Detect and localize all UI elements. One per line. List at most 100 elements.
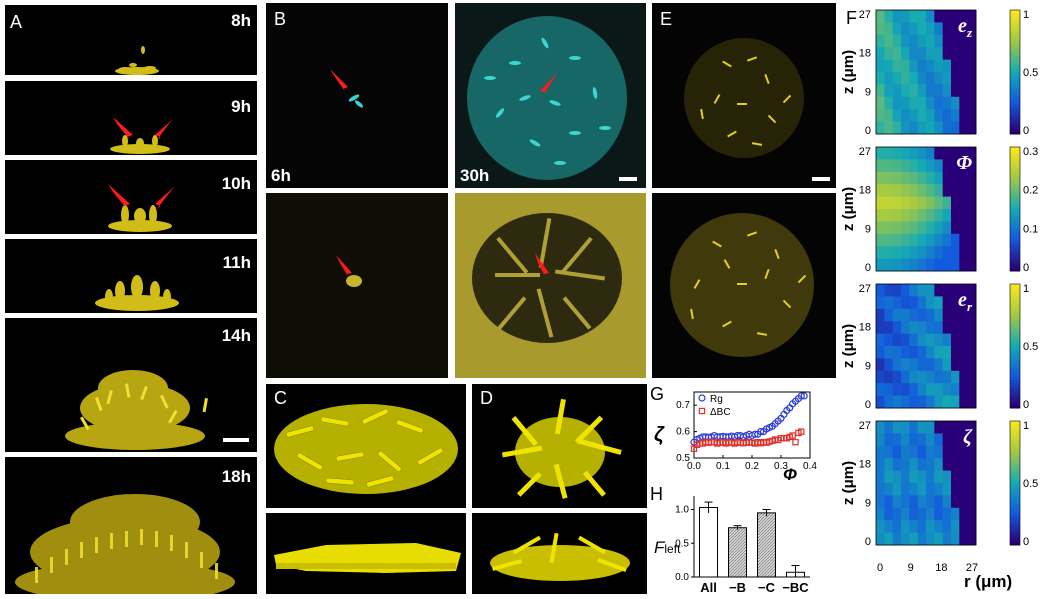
colorbar-tick: 0.3 [1023, 146, 1038, 158]
colorbar-segment [1010, 308, 1020, 313]
heatmap-cell [959, 109, 969, 122]
colorbar-segment [1010, 532, 1020, 537]
colorbar-segment [1010, 287, 1020, 291]
heatmap-cell [951, 333, 960, 347]
heatmap-cell [934, 147, 944, 160]
colorbar-segment [1010, 112, 1020, 116]
heatmap-cell [934, 470, 944, 484]
heatmap-cell [934, 458, 944, 471]
heatmap-cell [959, 470, 969, 484]
heatmap-cell [884, 109, 894, 122]
heatmap-cell [942, 370, 952, 384]
panel-g: G 0.5 0.6 0.7 0.0 0.1 0.2 0.3 0.4 Rg ΔBC ζ Φ [650, 382, 840, 494]
heatmap-cell [892, 47, 902, 60]
colorbar-segment [1010, 305, 1020, 310]
heatmap-cell [934, 47, 944, 60]
heatmap-cell [901, 221, 910, 235]
heatmap-cell [909, 84, 919, 98]
colorbar-tick: 0.5 [1023, 67, 1038, 79]
colorbar-segment [1010, 495, 1020, 499]
heatmap-cell [951, 246, 960, 259]
colorbar-segment [1010, 22, 1020, 26]
colorbar-segment [1010, 517, 1020, 521]
heatmap-cell [917, 433, 927, 447]
heatmap-cell [934, 284, 944, 297]
heatmap-cell [884, 196, 894, 210]
heatmap-cell [951, 370, 960, 384]
heatmap-cell [942, 121, 952, 135]
heatmap-cell [884, 445, 894, 459]
heatmap-cell [892, 121, 902, 135]
h-category-label: −BC [782, 580, 809, 595]
panel-a-time-2: 9h [231, 97, 251, 116]
heatmap-cell [909, 59, 919, 73]
colorbar-segment [1010, 199, 1020, 204]
heatmap-cell [959, 346, 969, 359]
heatmap-cell [959, 421, 969, 434]
heatmap-cell [917, 445, 927, 459]
heatmap-cell [959, 458, 969, 471]
colorbar-segment [1010, 44, 1020, 48]
heatmap-cell [967, 109, 977, 122]
heatmap-cell [917, 258, 927, 272]
panel-f-xlabel: r (μm) [964, 572, 1013, 591]
colorbar-segment [1010, 486, 1020, 490]
heatmap-cell [901, 358, 910, 372]
colorbar-segment [1010, 106, 1020, 110]
heatmap-cell [951, 84, 960, 98]
heatmap-cell [892, 358, 902, 372]
colorbar-tick: 0 [1023, 399, 1029, 411]
panel-h-ylabel: Fleft [654, 538, 681, 557]
heatmap-cell [892, 445, 902, 459]
heatmap-cell [951, 22, 960, 36]
heatmap-cell [876, 383, 885, 396]
heatmap-cell [951, 121, 960, 135]
colorbar-segment [1010, 230, 1020, 235]
heatmap-cell [926, 84, 935, 98]
heatmap-cell [951, 109, 960, 122]
colorbar-segment [1010, 526, 1020, 530]
heatmap-cell [934, 321, 944, 334]
heatmap-cell [892, 284, 902, 297]
heatmap-cell [934, 296, 944, 310]
heatmap-3 [876, 421, 977, 546]
heatmap-cell [892, 308, 902, 322]
heatmap-cell [942, 159, 952, 173]
heatmap-cell [942, 495, 952, 509]
heatmap-cell [909, 296, 919, 310]
heatmap-cell [959, 284, 969, 297]
heatmap-cell [876, 84, 885, 98]
heatmap-cell [951, 196, 960, 210]
heatmap-cell [967, 34, 977, 48]
panel-a-time-3: 10h [221, 174, 251, 193]
heatmap-cell [892, 246, 902, 259]
panel-f: F ez 27 18 9 0 z (μm) 1 0.5 0 Φ 27 18 9 0 z (μm) 0.3 0.2… [840, 0, 1045, 599]
heatmap-cell [926, 10, 935, 23]
heatmap-cell [884, 370, 894, 384]
panel-h: H Fleft 0.0 0.5 1.0 All −B −C −BC [650, 484, 840, 596]
heatmap-cell [901, 47, 910, 60]
heatmap-cell [909, 284, 919, 297]
colorbar-segment [1010, 321, 1020, 325]
colorbar-segment [1010, 392, 1020, 397]
heatmap-cell [967, 22, 977, 36]
heatmap-cell [942, 395, 952, 409]
g-legend-label: ΔBC [710, 407, 731, 418]
heatmap-cell [934, 171, 944, 185]
heatmap-cell [884, 246, 894, 259]
heatmap-cell [884, 184, 894, 197]
heatmap-cell [884, 346, 894, 359]
panel-e-bottom-image [670, 213, 814, 357]
colorbar-segment [1010, 346, 1020, 350]
colorbar-segment [1010, 218, 1020, 222]
colorbar-segment [1010, 118, 1020, 123]
heatmap-cell [951, 495, 960, 509]
heatmap-cell [926, 383, 935, 396]
heatmap-cell [959, 159, 969, 173]
heatmap-cell [926, 470, 935, 484]
heatmap-cell [876, 10, 885, 23]
g-point-Rg [757, 427, 765, 436]
heatmap-cell [934, 109, 944, 122]
heatmap-cell [926, 72, 935, 85]
